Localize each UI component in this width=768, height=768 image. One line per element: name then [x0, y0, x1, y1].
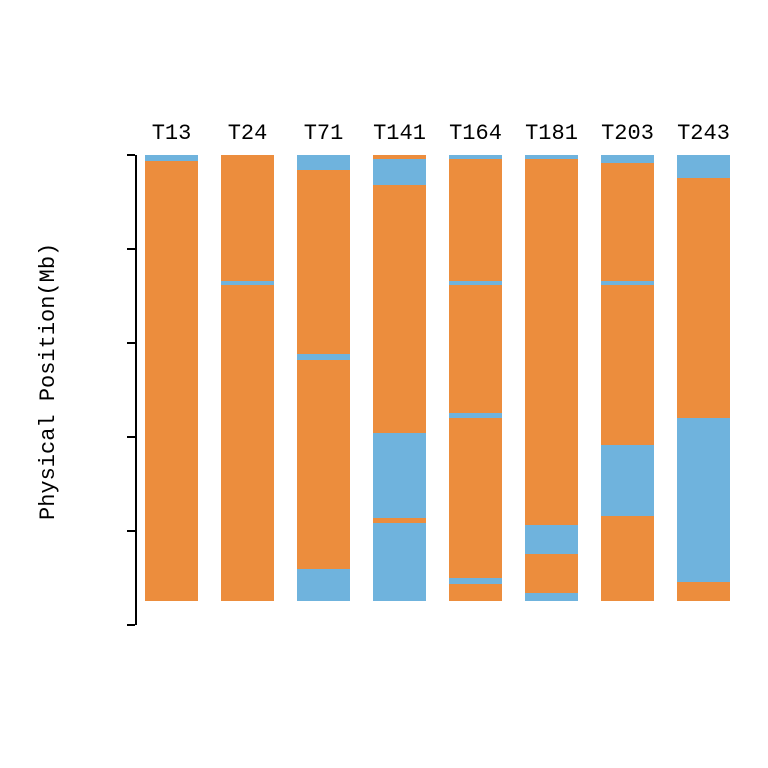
y-tick: [127, 154, 135, 156]
chromosome-bar: [677, 155, 730, 601]
segment-orange: [525, 554, 578, 593]
segment-orange: [449, 159, 502, 281]
segment-orange: [297, 360, 350, 569]
segment-orange: [373, 185, 426, 433]
column-label: T24: [209, 121, 286, 146]
segment-orange: [677, 178, 730, 419]
segment-blue: [601, 155, 654, 163]
segment-orange: [677, 582, 730, 601]
segment-orange: [601, 285, 654, 445]
segment-blue: [373, 433, 426, 518]
segment-orange: [449, 285, 502, 413]
segment-orange: [221, 155, 274, 281]
y-tick: [127, 436, 135, 438]
chromosome-bar: [145, 155, 198, 601]
segment-blue: [297, 155, 350, 170]
column-label: T13: [133, 121, 210, 146]
chromosome-bar: [221, 155, 274, 601]
column-label: T71: [285, 121, 362, 146]
y-axis-title: Physical Position(Mb): [36, 243, 61, 520]
segment-blue: [373, 159, 426, 185]
segment-blue: [601, 445, 654, 516]
segment-blue: [525, 525, 578, 553]
chromosome-bar: [373, 155, 426, 601]
segment-blue: [525, 593, 578, 601]
segment-orange: [601, 516, 654, 601]
chromosome-bar: [525, 155, 578, 601]
segment-orange: [221, 285, 274, 601]
chromosome-bar: [297, 155, 350, 601]
segment-blue: [297, 569, 350, 601]
y-tick: [127, 624, 135, 626]
y-tick: [127, 342, 135, 344]
y-tick: [127, 248, 135, 250]
segment-orange: [145, 161, 198, 601]
segment-orange: [449, 418, 502, 578]
column-label: T164: [437, 121, 514, 146]
column-label: T141: [361, 121, 438, 146]
segment-orange: [297, 170, 350, 354]
chromosome-bar: [449, 155, 502, 601]
column-label: T181: [513, 121, 590, 146]
segment-orange: [449, 584, 502, 601]
segment-blue: [373, 523, 426, 600]
segment-blue: [677, 155, 730, 178]
y-axis-line: [135, 155, 137, 625]
segment-orange: [525, 159, 578, 526]
column-label: T243: [665, 121, 742, 146]
y-tick: [127, 530, 135, 532]
chromosome-bar: [601, 155, 654, 601]
column-label: T203: [589, 121, 666, 146]
segment-blue: [677, 418, 730, 582]
segment-orange: [601, 163, 654, 281]
